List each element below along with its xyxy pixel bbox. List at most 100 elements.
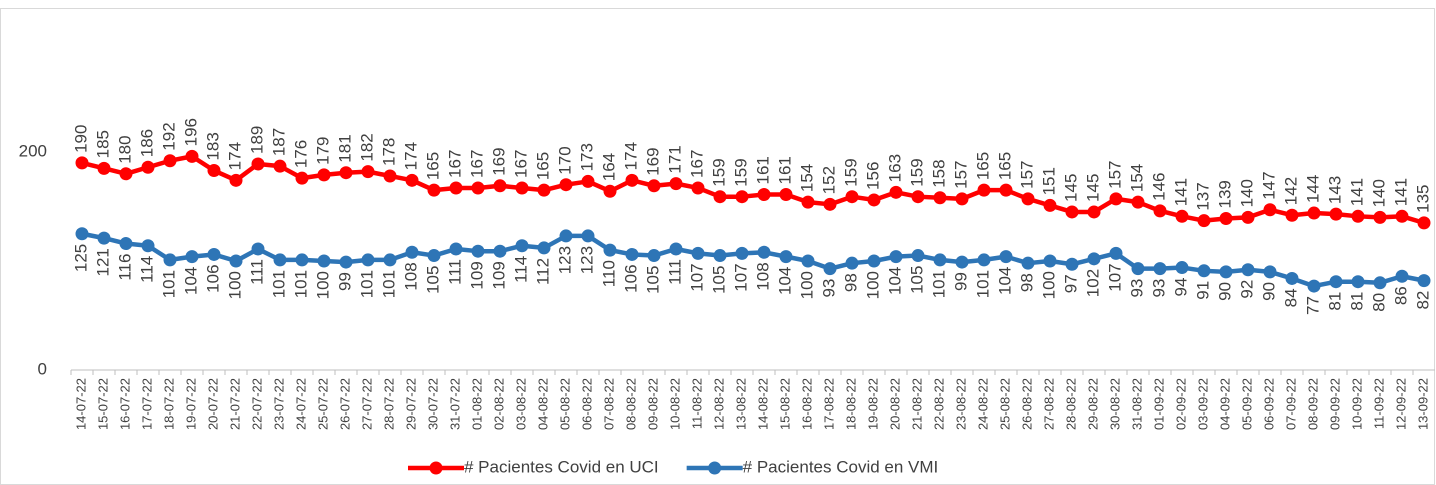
data-label: 165 xyxy=(995,152,1014,180)
x-tick-label: 17-07-22 xyxy=(139,378,154,430)
x-tick-label: 01-08-22 xyxy=(469,378,484,430)
x-tick-label: 11-08-22 xyxy=(689,378,704,429)
data-point xyxy=(449,242,463,256)
data-point xyxy=(669,177,683,191)
data-label: 114 xyxy=(137,256,156,283)
data-point xyxy=(1285,271,1299,285)
x-tick-label: 31-08-22 xyxy=(1129,378,1144,430)
data-point xyxy=(1329,207,1343,221)
data-point xyxy=(801,254,815,268)
data-label: 104 xyxy=(181,267,200,295)
x-tick-label: 05-08-22 xyxy=(557,378,572,430)
data-label: 147 xyxy=(1259,171,1278,199)
data-label: 192 xyxy=(159,122,178,150)
x-tick-label: 29-07-22 xyxy=(403,378,418,430)
data-label: 163 xyxy=(885,154,904,182)
data-label: 182 xyxy=(357,133,376,161)
data-point xyxy=(317,254,331,268)
data-label: 176 xyxy=(291,140,310,168)
data-label: 81 xyxy=(1347,292,1366,311)
x-tick-label: 22-08-22 xyxy=(931,378,946,430)
data-point xyxy=(955,255,969,269)
data-label: 181 xyxy=(335,134,354,162)
x-tick-label: 20-08-22 xyxy=(887,378,902,430)
x-tick-label: 19-08-22 xyxy=(865,378,880,430)
data-label: 167 xyxy=(511,150,530,178)
data-point xyxy=(493,244,507,258)
data-point xyxy=(823,262,837,276)
x-tick-label: 02-09-22 xyxy=(1173,378,1188,430)
data-point xyxy=(889,185,903,199)
data-point xyxy=(1417,274,1431,288)
x-tick-label: 27-07-22 xyxy=(359,378,374,430)
data-point xyxy=(537,183,551,197)
x-tick-label: 15-08-22 xyxy=(777,378,792,430)
data-point xyxy=(1395,269,1409,283)
data-label: 108 xyxy=(401,262,420,290)
x-tick-label: 24-08-22 xyxy=(975,378,990,430)
data-point xyxy=(515,239,529,253)
data-label: 100 xyxy=(313,271,332,299)
data-point xyxy=(999,250,1013,264)
data-point xyxy=(713,190,727,204)
data-label: 105 xyxy=(643,266,662,294)
data-point xyxy=(97,231,111,245)
data-label: 165 xyxy=(533,152,552,180)
data-point xyxy=(581,174,595,188)
data-point xyxy=(1263,203,1277,217)
data-label: 174 xyxy=(401,142,420,170)
data-point xyxy=(405,173,419,187)
data-label: 183 xyxy=(203,132,222,160)
x-tick-label: 24-07-22 xyxy=(293,378,308,430)
data-label: 105 xyxy=(423,266,442,294)
x-tick-label: 25-07-22 xyxy=(315,378,330,430)
data-label: 101 xyxy=(973,270,992,298)
data-label: 101 xyxy=(269,270,288,298)
data-label: 111 xyxy=(445,259,464,285)
data-point xyxy=(845,256,859,270)
data-label: 143 xyxy=(1325,176,1344,204)
data-point xyxy=(911,249,925,263)
data-label: 180 xyxy=(115,135,134,163)
data-label: 137 xyxy=(1193,182,1212,210)
data-label: 116 xyxy=(115,254,134,281)
data-point xyxy=(933,191,947,205)
data-label: 123 xyxy=(555,246,574,274)
data-label: 80 xyxy=(1369,293,1388,312)
data-label: 106 xyxy=(621,264,640,292)
data-point xyxy=(493,179,507,193)
data-label: 146 xyxy=(1149,172,1168,200)
data-point xyxy=(999,183,1013,197)
data-label: 100 xyxy=(1039,271,1058,299)
data-label: 111 xyxy=(247,259,266,285)
data-label: 104 xyxy=(885,267,904,295)
data-label: 141 xyxy=(1347,178,1366,206)
data-point xyxy=(1153,204,1167,218)
x-tick-label: 18-07-22 xyxy=(161,378,176,430)
data-point xyxy=(163,154,177,168)
data-label: 157 xyxy=(1105,160,1124,188)
data-label: 154 xyxy=(1127,164,1146,192)
data-point xyxy=(1021,192,1035,206)
data-label: 105 xyxy=(907,266,926,294)
x-tick-label: 09-08-22 xyxy=(645,378,660,430)
data-label: 141 xyxy=(1171,178,1190,206)
data-label: 101 xyxy=(929,270,948,298)
data-label: 100 xyxy=(797,271,816,299)
data-label: 159 xyxy=(907,158,926,186)
data-label: 93 xyxy=(1149,279,1168,298)
data-point xyxy=(647,249,661,263)
data-label: 145 xyxy=(1061,174,1080,202)
data-label: 142 xyxy=(1281,177,1300,205)
data-point xyxy=(911,190,925,204)
data-label: 91 xyxy=(1193,281,1212,300)
data-label: 157 xyxy=(951,160,970,188)
data-label: 82 xyxy=(1413,291,1432,310)
data-point xyxy=(1109,246,1123,260)
data-label: 189 xyxy=(247,126,266,154)
x-tick-label: 03-08-22 xyxy=(513,378,528,430)
data-point xyxy=(779,188,793,202)
x-tick-label: 04-08-22 xyxy=(535,378,550,430)
data-label: 104 xyxy=(775,267,794,295)
x-tick-label: 26-07-22 xyxy=(337,378,352,430)
